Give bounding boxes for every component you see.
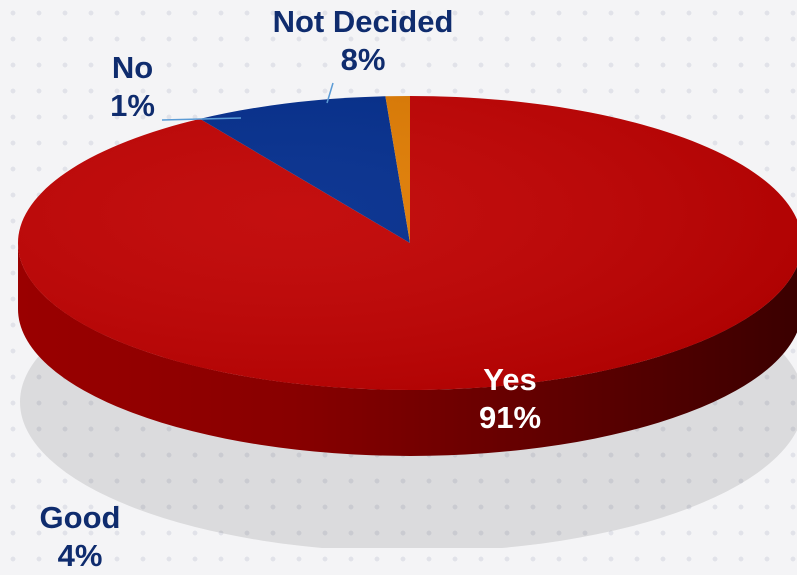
label-yes-value: 91% bbox=[478, 400, 542, 435]
label-yes: Yes 91% bbox=[455, 361, 565, 437]
label-not-decided: Not Decided 8% bbox=[248, 3, 478, 79]
label-good: Good 4% bbox=[20, 499, 140, 575]
label-good-name: Good bbox=[39, 500, 121, 535]
label-yes-name: Yes bbox=[483, 362, 537, 397]
label-no-value: 1% bbox=[110, 88, 155, 123]
leader-line-no bbox=[161, 117, 242, 121]
label-no-name: No bbox=[111, 50, 154, 85]
label-not-decided-name: Not Decided bbox=[272, 4, 454, 39]
leader-line-not-decided bbox=[326, 82, 334, 104]
label-not-decided-value: 8% bbox=[340, 42, 386, 77]
pie-side-wall bbox=[18, 243, 797, 456]
label-good-value: 4% bbox=[57, 538, 103, 573]
label-no: No 1% bbox=[95, 49, 170, 125]
